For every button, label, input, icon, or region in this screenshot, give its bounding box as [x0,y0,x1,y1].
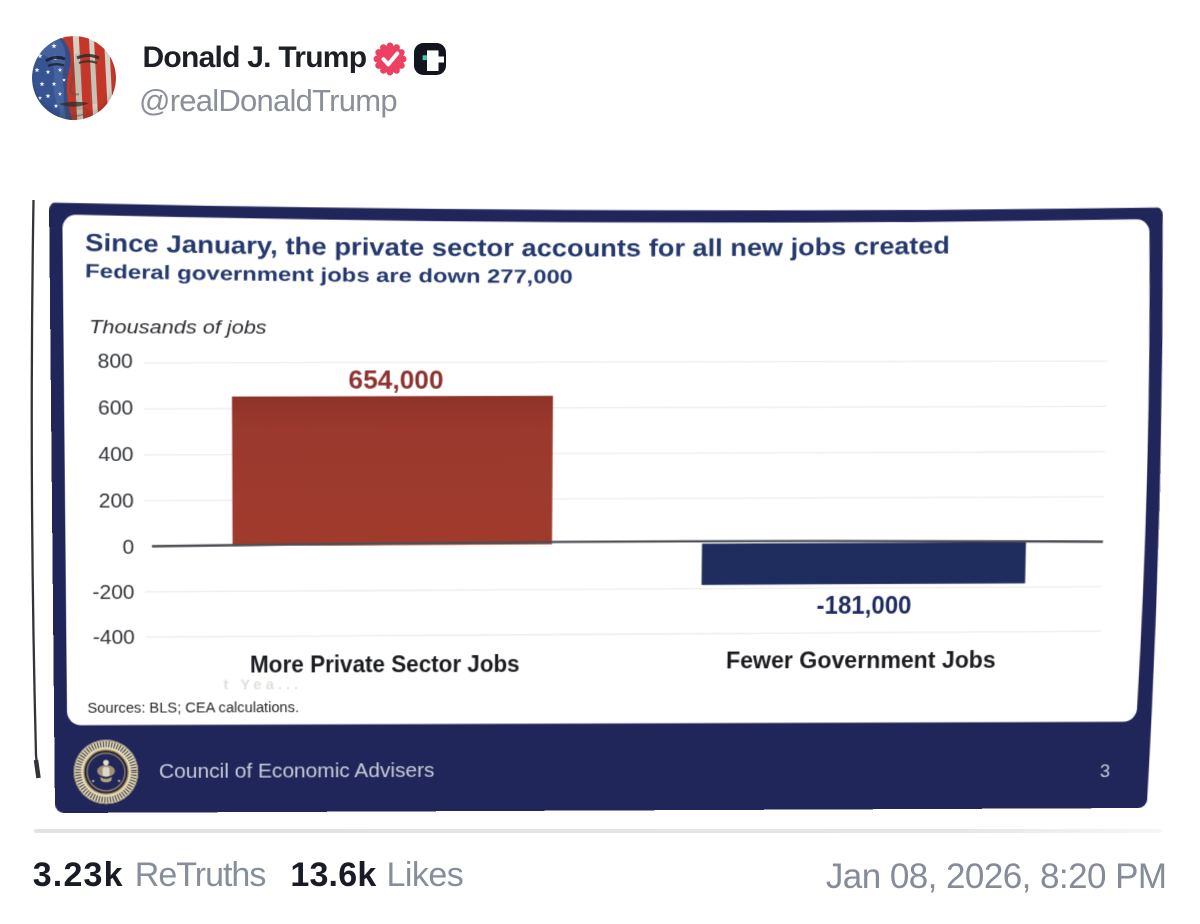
svg-text:-200: -200 [92,580,134,604]
svg-text:Fewer Government Jobs: Fewer Government Jobs [726,647,996,674]
svg-text:400: 400 [98,443,133,467]
svg-text:More Private Sector Jobs: More Private Sector Jobs [250,651,520,678]
svg-text:Sources: BLS; CEA calculations: Sources: BLS; CEA calculations. [87,700,299,717]
svg-text:0: 0 [122,535,134,559]
svg-text:Thousands of jobs: Thousands of jobs [89,316,267,338]
svg-text:600: 600 [98,396,134,420]
svg-text:800: 800 [97,349,133,373]
svg-text:Council of Economic Advisers: Council of Economic Advisers [159,759,434,783]
svg-text:3: 3 [1100,761,1111,782]
svg-text:-400: -400 [93,625,135,649]
svg-text:t Yea...: t Yea... [223,677,302,694]
svg-text:654,000: 654,000 [348,365,443,395]
svg-text:200: 200 [99,488,134,512]
svg-text:-181,000: -181,000 [816,590,911,619]
